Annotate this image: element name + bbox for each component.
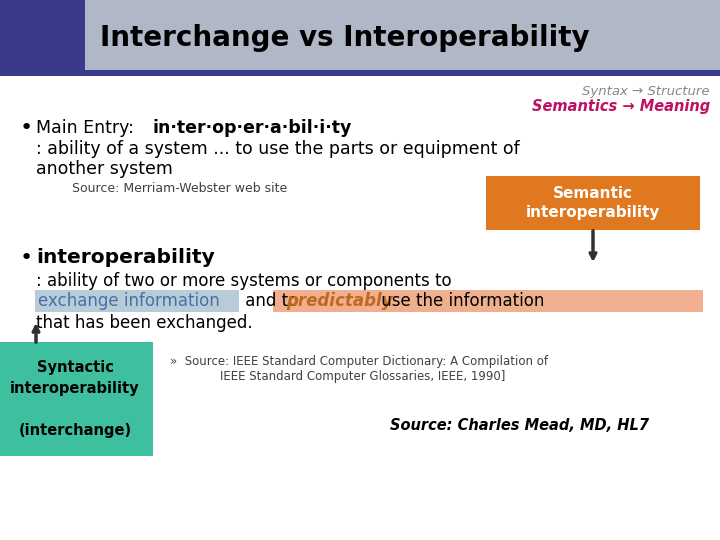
Text: use the information: use the information bbox=[376, 292, 544, 310]
Text: Interchange vs Interoperability: Interchange vs Interoperability bbox=[100, 24, 590, 52]
Text: and to: and to bbox=[240, 292, 304, 310]
Text: Syntactic
interoperability

(interchange): Syntactic interoperability (interchange) bbox=[10, 360, 140, 438]
Text: another system: another system bbox=[36, 160, 173, 178]
FancyBboxPatch shape bbox=[0, 342, 153, 456]
FancyBboxPatch shape bbox=[273, 290, 703, 312]
Text: •: • bbox=[20, 118, 33, 138]
Text: interoperability: interoperability bbox=[36, 248, 215, 267]
Text: »  Source: IEEE Standard Computer Dictionary: A Compilation of: » Source: IEEE Standard Computer Diction… bbox=[170, 355, 548, 368]
Text: •: • bbox=[20, 248, 33, 268]
FancyBboxPatch shape bbox=[0, 0, 720, 72]
Text: Semantics → Meaning: Semantics → Meaning bbox=[532, 99, 710, 114]
Text: Source: Merriam-Webster web site: Source: Merriam-Webster web site bbox=[72, 182, 287, 195]
FancyBboxPatch shape bbox=[35, 290, 239, 312]
Text: Source: Charles Mead, MD, HL7: Source: Charles Mead, MD, HL7 bbox=[390, 418, 649, 433]
Text: : ability of two or more systems or components to: : ability of two or more systems or comp… bbox=[36, 272, 451, 290]
Text: Syntax → Structure: Syntax → Structure bbox=[582, 85, 710, 98]
FancyBboxPatch shape bbox=[0, 0, 85, 72]
Text: in·ter·op·er·a·bil·i·ty: in·ter·op·er·a·bil·i·ty bbox=[152, 119, 351, 137]
FancyBboxPatch shape bbox=[0, 70, 720, 76]
Text: that has been exchanged.: that has been exchanged. bbox=[36, 314, 253, 332]
FancyBboxPatch shape bbox=[486, 176, 700, 230]
Text: Semantic
interoperability: Semantic interoperability bbox=[526, 186, 660, 220]
Text: IEEE Standard Computer Glossaries, IEEE, 1990]: IEEE Standard Computer Glossaries, IEEE,… bbox=[220, 370, 505, 383]
Text: : ability of a system ... to use the parts or equipment of: : ability of a system ... to use the par… bbox=[36, 140, 520, 158]
Text: exchange information: exchange information bbox=[38, 292, 220, 310]
Text: predictably: predictably bbox=[286, 292, 392, 310]
Text: Main Entry:: Main Entry: bbox=[36, 119, 140, 137]
